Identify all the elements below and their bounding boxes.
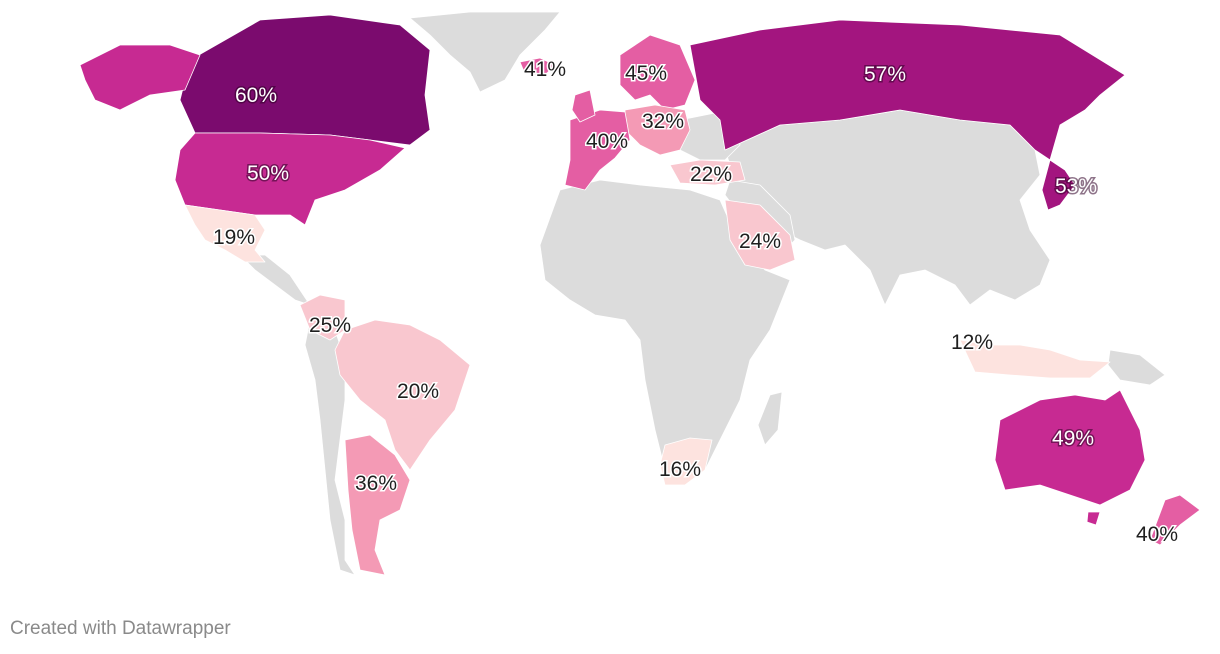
turkey-shape[interactable] bbox=[669, 159, 746, 186]
brazil-shape[interactable] bbox=[334, 319, 471, 471]
japan-shape[interactable] bbox=[1041, 159, 1076, 211]
data-land bbox=[79, 14, 1201, 576]
turkey-value-label: 22% bbox=[690, 163, 732, 186]
iceland-shape[interactable] bbox=[519, 57, 556, 76]
united-states-value-label: 50% bbox=[247, 162, 289, 185]
united-states-shape[interactable] bbox=[174, 132, 406, 226]
central-america[interactable] bbox=[239, 254, 311, 306]
mexico-shape[interactable] bbox=[184, 204, 266, 263]
iceland-value-label: 41% bbox=[524, 58, 566, 81]
russia-shape[interactable] bbox=[689, 19, 1126, 161]
western-europe-shape[interactable] bbox=[564, 109, 631, 191]
australia-shape[interactable] bbox=[994, 389, 1146, 506]
alaska-shape[interactable] bbox=[79, 44, 201, 111]
uk-shape[interactable] bbox=[571, 89, 596, 123]
africa[interactable] bbox=[539, 179, 791, 481]
argentina-value-label: 36% bbox=[355, 472, 397, 495]
world-choropleth-map: 60% 50% 19% 41% 45% 57% 32% 40% 22% 53% … bbox=[79, 11, 1201, 576]
argentina-shape[interactable] bbox=[344, 434, 411, 576]
canada-value-label: 60% bbox=[235, 84, 277, 107]
new-zealand-shape[interactable] bbox=[1149, 494, 1201, 546]
nordics-value-label: 45% bbox=[625, 62, 667, 85]
mexico-value-label: 19% bbox=[213, 226, 255, 249]
saudi-arabia-value-label: 24% bbox=[739, 230, 781, 253]
canada-shape[interactable] bbox=[179, 14, 431, 146]
south-africa-value-label: 16% bbox=[659, 458, 701, 481]
colombia-value-label: 25% bbox=[309, 314, 351, 337]
new-zealand-value-label: 40% bbox=[1136, 523, 1178, 546]
russia-value-label: 57% bbox=[864, 63, 906, 86]
datawrapper-credit[interactable]: Created with Datawrapper bbox=[10, 618, 231, 639]
australia-value-label: 49% bbox=[1052, 427, 1094, 450]
south-africa-shape[interactable] bbox=[659, 437, 713, 486]
central-europe-value-label: 32% bbox=[642, 110, 684, 133]
central-europe-shape[interactable] bbox=[624, 104, 691, 156]
saudi-arabia-shape[interactable] bbox=[724, 199, 796, 271]
tasmania-shape[interactable] bbox=[1086, 511, 1101, 526]
madagascar[interactable] bbox=[757, 391, 783, 446]
nordics-shape[interactable] bbox=[619, 34, 696, 111]
western-europe-value-label: 40% bbox=[586, 130, 628, 153]
greenland[interactable] bbox=[409, 11, 561, 93]
indonesia-value-label: 12% bbox=[951, 331, 993, 354]
indonesia-shape[interactable] bbox=[959, 339, 1111, 379]
value-labels: 60% 50% 19% 41% 45% 57% 32% 40% 22% 53% … bbox=[211, 57, 1179, 548]
japan-value-label: 53% bbox=[1055, 175, 1097, 198]
brazil-value-label: 20% bbox=[397, 380, 439, 403]
papua[interactable] bbox=[1107, 349, 1166, 386]
